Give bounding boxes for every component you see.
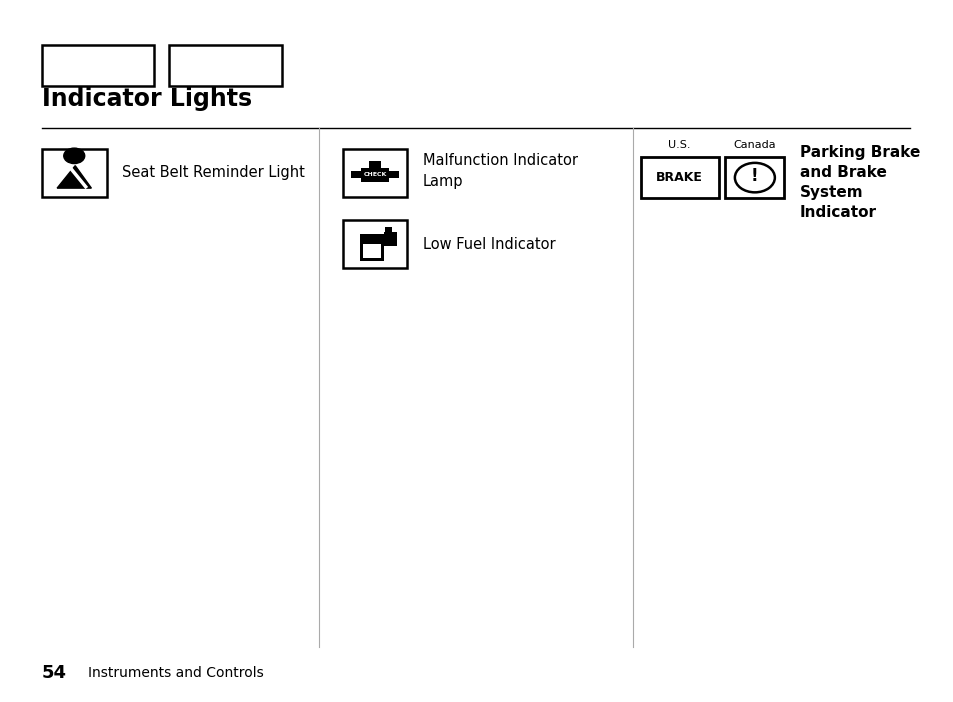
Bar [351, 171, 362, 178]
Text: Low Fuel Indicator: Low Fuel Indicator [422, 237, 555, 252]
Bar [42, 45, 154, 86]
Bar [640, 157, 718, 198]
Polygon shape [57, 166, 91, 188]
Bar [360, 168, 389, 182]
Bar [170, 45, 281, 86]
Bar [383, 232, 396, 246]
Bar [724, 157, 783, 198]
Bar [362, 244, 380, 258]
Text: BRAKE: BRAKE [656, 171, 702, 184]
Bar [359, 234, 383, 261]
Bar [42, 149, 107, 197]
Text: CHECK: CHECK [363, 172, 386, 178]
Bar [387, 171, 398, 178]
Text: !: ! [750, 167, 758, 185]
Bar [384, 227, 392, 233]
Text: Instruments and Controls: Instruments and Controls [88, 665, 263, 680]
Circle shape [64, 148, 85, 164]
Text: U.S.: U.S. [668, 140, 690, 150]
Bar [342, 220, 407, 268]
Text: 54: 54 [42, 663, 67, 682]
Bar [342, 149, 407, 197]
Text: Canada: Canada [733, 140, 776, 150]
Bar [369, 161, 380, 168]
Text: Parking Brake
and Brake
System
Indicator: Parking Brake and Brake System Indicator [799, 145, 919, 220]
Text: Seat Belt Reminder Light: Seat Belt Reminder Light [122, 165, 304, 180]
Text: Indicator Lights: Indicator Lights [42, 87, 252, 111]
Text: Malfunction Indicator
Lamp: Malfunction Indicator Lamp [422, 152, 578, 189]
